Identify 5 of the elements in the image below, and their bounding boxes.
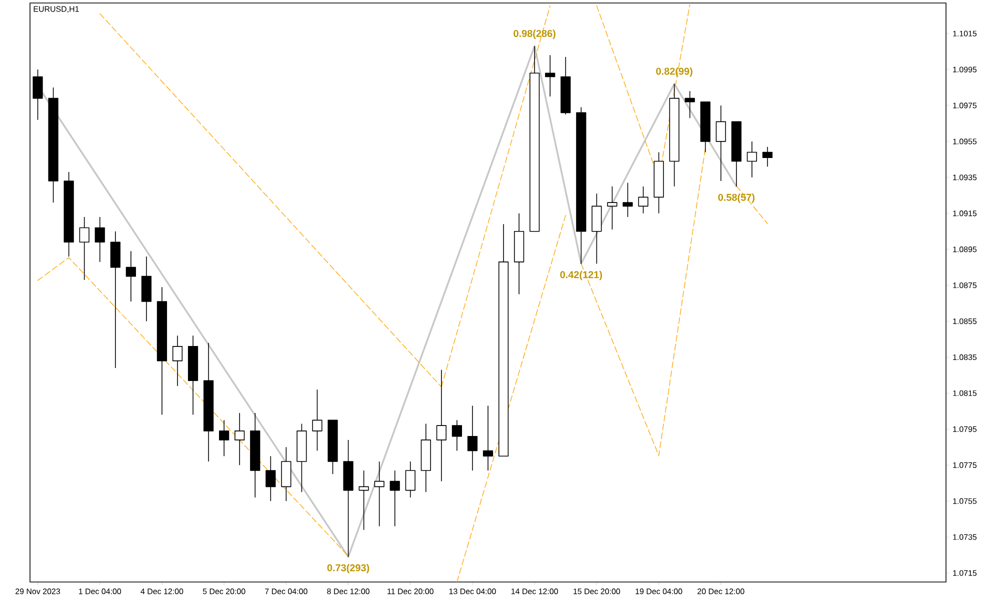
annotation: 0.58(57) [718, 194, 754, 203]
annotation: 0.98(286) [514, 30, 556, 39]
annotation: 0.73(293) [327, 564, 370, 574]
annotation: 0.82(99) [656, 67, 692, 77]
annotation: 0.42(121) [560, 270, 602, 280]
